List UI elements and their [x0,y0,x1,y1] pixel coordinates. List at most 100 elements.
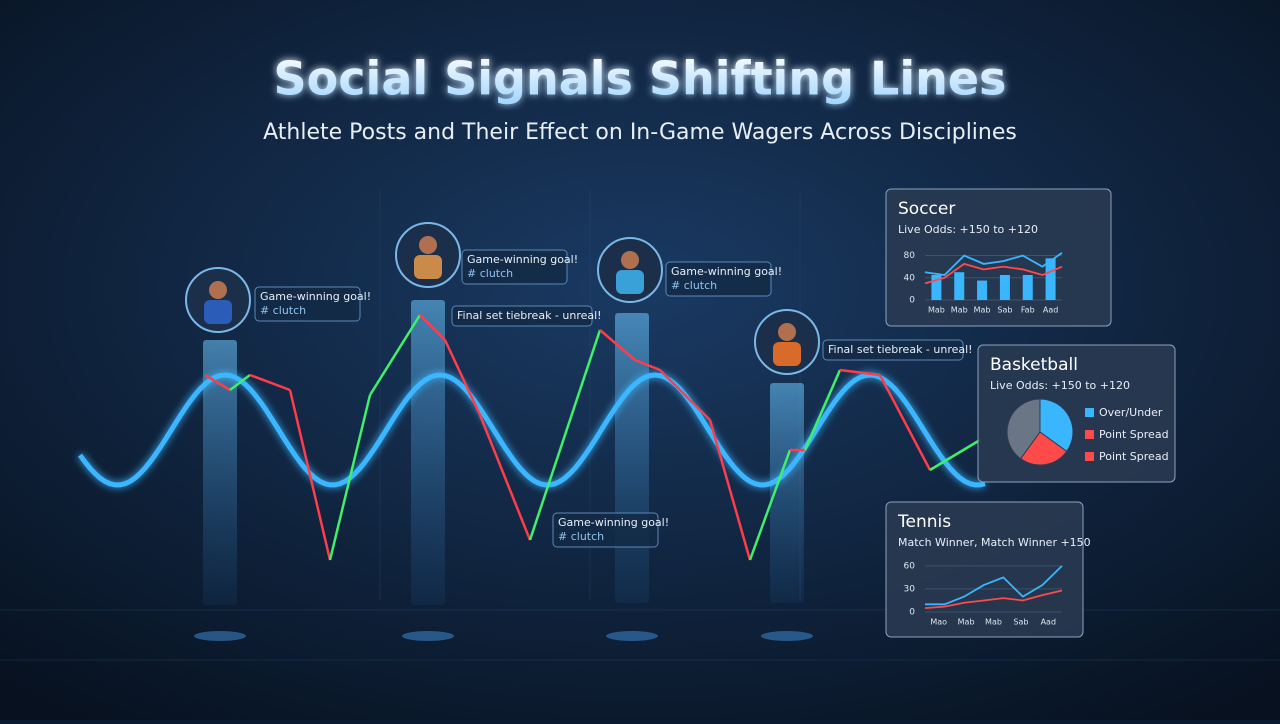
odds-segment [748,449,792,561]
odds-segment [288,389,332,561]
odds-line [204,314,981,561]
callout-tag: # clutch [558,530,604,543]
athlete-body [773,342,801,366]
x-tick-label: Mab [951,306,968,315]
athlete-head [419,236,437,254]
odds-segment [878,374,932,471]
legend-label: Over/Under [1099,406,1163,419]
pie-slice [1006,398,1041,460]
callout-box [822,339,964,361]
callout-box [665,261,772,297]
callout-text: Final set tiebreak - unreal! [828,343,973,356]
callout-tag: # clutch [467,267,513,280]
athlete-head [778,323,796,341]
pillar-base [402,631,454,641]
panel [885,501,1084,638]
pillar [770,383,804,603]
legend-label: Point Spread [1099,428,1169,441]
odds-segment [839,368,881,377]
bar [999,275,1010,300]
pie-slice [1019,431,1068,466]
odds-segment [803,369,842,451]
odds-segment [708,419,752,561]
callout-box [451,305,593,327]
legend-label: Point Spread [1099,450,1169,463]
x-tick-label: Mab [985,618,1002,627]
pie-slice [1039,398,1074,453]
bar [1022,275,1033,300]
legend-swatch [1085,430,1094,439]
x-tick-label: Mao [930,618,947,627]
x-tick-label: Aad [1043,306,1058,315]
athlete-head [621,251,639,269]
pillar [203,340,237,605]
x-tick-label: Mab [958,618,975,627]
odds-segment [419,314,446,341]
odds-segment [659,369,711,421]
callout-box [254,286,361,322]
panel-title: Tennis [897,512,951,532]
odds-segment [478,414,532,541]
line [925,565,1063,606]
athlete-head [209,281,227,299]
callout-text: Game-winning goal! [671,265,782,278]
line [924,262,1063,285]
x-tick-label: Fab [1021,306,1035,315]
odds-segment [929,438,981,472]
athlete-body [616,270,644,294]
y-tick-label: 30 [904,584,916,594]
odds-segment [328,394,372,561]
panel-subtitle: Live Odds: +150 to +120 [990,379,1130,392]
odds-segment [368,314,422,396]
y-tick-label: 0 [909,608,915,618]
panel-subtitle: Match Winner, Match Winner +150 [898,536,1091,549]
y-tick-label: 80 [904,251,916,261]
line [924,252,1063,276]
x-tick-label: Sab [997,306,1012,315]
callout-tag: # clutch [671,279,717,292]
y-tick-label: 40 [904,273,916,283]
callout-tag: # clutch [260,304,306,317]
pillar-base [194,631,246,641]
y-tick-label: 0 [909,296,915,306]
pillar [411,300,445,605]
panel-title: Soccer [898,199,955,219]
x-tick-label: Aad [1041,618,1056,627]
odds-segment [229,374,251,391]
x-tick-label: Sab [1013,618,1028,627]
legend-swatch [1085,408,1094,417]
callout-text: Game-winning goal! [467,253,578,266]
odds-segment [249,373,291,392]
callout-text: Final set tiebreak - unreal! [457,309,602,322]
odds-segment [204,373,231,392]
athlete-body [204,300,232,324]
callout-text: Game-winning goal! [558,516,669,529]
legend-swatch [1085,452,1094,461]
odds-segment [634,358,661,372]
panel-title: Basketball [990,355,1078,375]
athlete-body [414,255,442,279]
line [924,589,1063,610]
bar [1045,258,1056,300]
odds-segment [443,339,482,416]
callout-box [461,249,568,285]
bar [977,280,988,300]
callout-text: Game-winning goal! [260,290,371,303]
x-tick-label: Mab [974,306,991,315]
bar [931,275,942,300]
pillar-base [761,631,813,641]
panel-subtitle: Live Odds: +150 to +120 [898,223,1038,236]
subtitle: Athlete Posts and Their Effect on In-Gam… [263,120,1017,145]
y-tick-label: 60 [904,561,916,571]
sentiment-wave [77,372,986,488]
panels: Soccer Live Odds: +150 to +120 0 40 80 Mab Mab… [885,188,1176,638]
title: Social Signals Shifting Lines [274,52,1007,106]
odds-segment [599,329,636,361]
callout-box [552,512,659,548]
odds-segment [528,389,582,541]
bar [954,272,965,300]
x-tick-label: Mab [928,306,945,315]
pillar-base [606,631,658,641]
